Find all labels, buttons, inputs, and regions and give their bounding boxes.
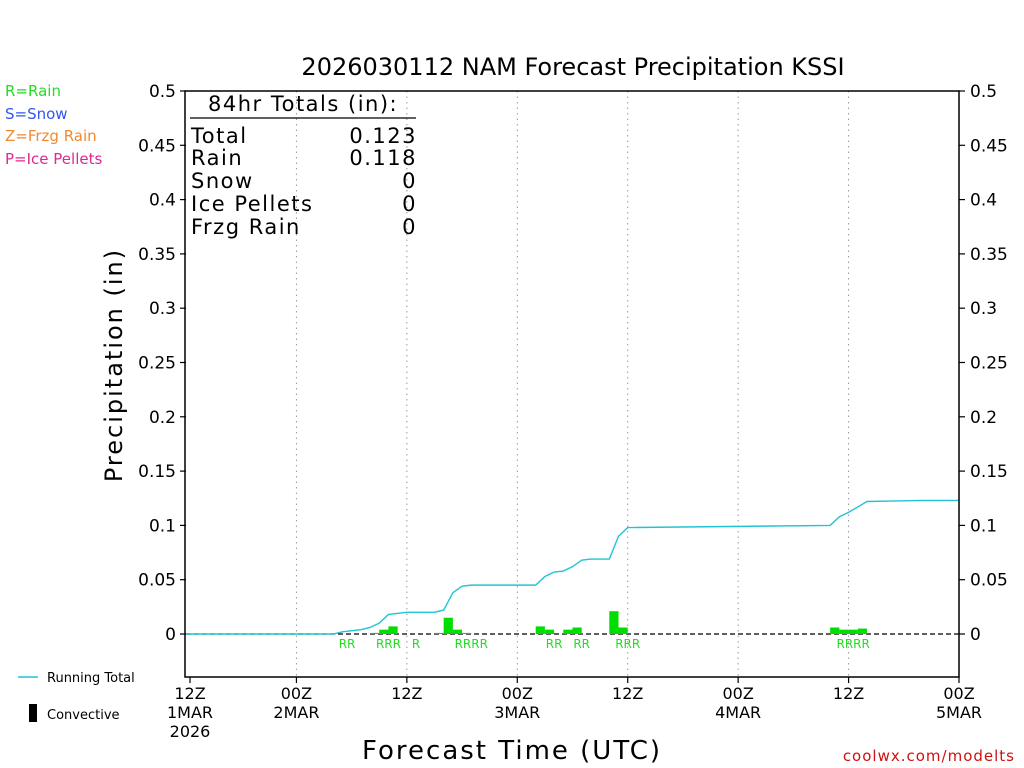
precip-bar	[388, 626, 398, 634]
y-axis-label: Precipitation (in)	[100, 248, 128, 482]
x-tick-label: 12Z	[174, 684, 205, 703]
totals-row-label: Rain	[191, 146, 243, 170]
precip-bar	[848, 629, 858, 634]
y-tick-label: 0.2	[970, 408, 997, 428]
legend-frzg-rain: Z=Frzg Rain	[5, 127, 97, 145]
legend-rain: R=Rain	[5, 82, 61, 100]
totals-row-value: 0.123	[349, 124, 417, 148]
totals-row-label: Ice Pellets	[191, 192, 313, 216]
y-tick-label: 0.35	[138, 245, 176, 265]
precip-bar	[609, 611, 619, 634]
precip-type-label: RR	[339, 637, 356, 651]
precip-bar	[462, 632, 472, 634]
precip-type-label: RRR	[376, 637, 401, 651]
running-total-line	[186, 499, 959, 635]
precip-bar	[544, 629, 555, 634]
grid-lines	[295, 91, 850, 677]
precip-type-label: RR	[546, 637, 563, 651]
precip-bar	[839, 629, 849, 634]
totals-row-value: 0	[402, 215, 417, 239]
precip-type-label: RRRR	[836, 637, 869, 651]
x-tick-label: 5MAR	[936, 703, 982, 722]
precip-bar	[535, 626, 545, 634]
y-tick-label: 0.4	[970, 191, 997, 211]
y-tick-label: 0.35	[970, 245, 1008, 265]
precip-type-legend: R=Rain S=Snow Z=Frzg Rain P=Ice Pellets	[5, 82, 102, 168]
precip-bar	[618, 627, 628, 634]
plot-frame	[184, 90, 960, 678]
precip-type-label: RRRR	[455, 637, 488, 651]
totals-row-value: 0	[402, 169, 417, 193]
y-tick-label: 0.25	[138, 354, 176, 374]
running-total-legend-label: Running Total	[47, 671, 135, 686]
precip-bars	[370, 611, 867, 634]
y-axis-left: 0 0.05 0.1 0.15 0.2 0.25 0.3 0.35 0.4 0.45 0.5	[138, 82, 186, 645]
precip-bar	[830, 627, 840, 634]
precip-type-label: RR	[573, 637, 590, 651]
x-tick-label: 4MAR	[715, 703, 761, 722]
x-tick-label: 2026	[170, 722, 211, 741]
x-tick-label: 00Z	[722, 684, 753, 703]
credit-text: coolwx.com/modelts	[843, 747, 1015, 765]
y-tick-label: 0.1	[970, 516, 997, 536]
y-tick-label: 0.1	[149, 516, 176, 536]
y-tick-label: 0.5	[149, 82, 176, 102]
precip-bar	[379, 629, 389, 634]
series-legend: Running Total Convective	[18, 671, 135, 723]
precip-bar	[370, 632, 380, 634]
y-tick-label: 0.15	[970, 462, 1008, 482]
precip-bar	[857, 628, 867, 634]
x-tick-label: 00Z	[502, 684, 533, 703]
convective-legend-label: Convective	[47, 708, 120, 723]
y-axis-right: 0 0.05 0.1 0.15 0.2 0.25 0.3 0.35 0.4 0.45 0.5	[959, 82, 1008, 645]
precip-type-label: RRR	[615, 637, 640, 651]
precip-bar	[443, 617, 453, 634]
y-tick-label: 0	[165, 625, 176, 645]
y-tick-label: 0.25	[970, 354, 1008, 374]
totals-row-label: Snow	[191, 169, 254, 193]
x-tick-label: 1MAR	[167, 703, 213, 722]
y-tick-label: 0.3	[970, 299, 997, 319]
legend-snow: S=Snow	[5, 105, 68, 123]
x-tick-label: 00Z	[943, 684, 974, 703]
precip-type-label: R	[412, 637, 420, 651]
precip-type-labels: RR RRR R RRRR RR RR RRR RRRR	[339, 637, 870, 651]
precip-bar	[452, 629, 463, 634]
totals-box: 84hr Totals (in): Total 0.123 Rain 0.118…	[190, 92, 417, 239]
x-axis-label: Forecast Time (UTC)	[362, 736, 662, 766]
x-tick-label: 00Z	[281, 684, 312, 703]
precip-bar	[563, 629, 573, 634]
x-tick-label: 12Z	[391, 684, 422, 703]
y-tick-label: 0.5	[970, 82, 997, 102]
y-tick-label: 0	[970, 625, 981, 645]
x-tick-label: 12Z	[833, 684, 864, 703]
y-tick-label: 0.15	[138, 462, 176, 482]
x-tick-label: 3MAR	[494, 703, 540, 722]
y-tick-label: 0.45	[138, 136, 176, 156]
totals-row-value: 0.118	[349, 146, 417, 170]
totals-row-value: 0	[402, 192, 417, 216]
y-tick-label: 0.4	[149, 191, 176, 211]
y-tick-label: 0.05	[138, 571, 176, 591]
x-tick-label: 12Z	[612, 684, 643, 703]
totals-row-label: Total	[190, 124, 248, 148]
totals-row-label: Frzg Rain	[191, 215, 301, 239]
y-tick-label: 0.05	[970, 571, 1008, 591]
x-tick-label: 2MAR	[273, 703, 319, 722]
convective-swatch	[29, 704, 37, 722]
totals-heading: 84hr Totals (in):	[208, 92, 398, 116]
y-tick-label: 0.2	[149, 408, 176, 428]
precip-bar	[434, 632, 444, 634]
y-tick-label: 0.45	[970, 136, 1008, 156]
precip-bar	[572, 627, 582, 634]
legend-ice-pellets: P=Ice Pellets	[5, 150, 102, 168]
chart-title: 2026030112 NAM Forecast Precipitation KS…	[301, 53, 844, 81]
y-tick-label: 0.3	[149, 299, 176, 319]
